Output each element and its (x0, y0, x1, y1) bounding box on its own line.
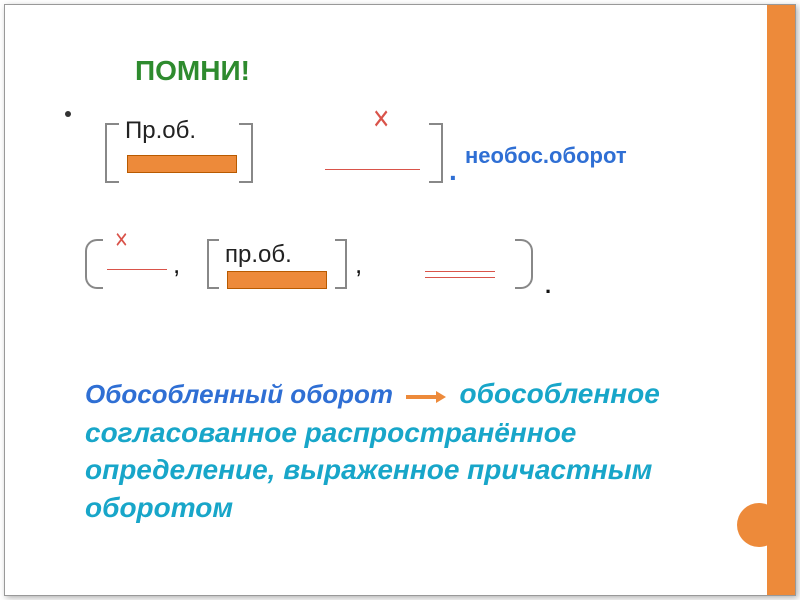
x-mark-icon: × (115, 223, 128, 257)
diagram1-label: Пр.об. (125, 117, 196, 145)
bracket-left-icon (207, 239, 219, 289)
slide-frame: ПОМНИ! Пр.об. × . необос.оборот × , пр.о… (4, 4, 796, 596)
bracket-close-icon (429, 123, 443, 183)
necrosis-label: необос.оборот (465, 143, 627, 169)
period-icon: . (545, 273, 551, 299)
orange-bar (127, 155, 237, 173)
underline (425, 271, 495, 272)
underline (107, 269, 167, 270)
para-term: Обособленный оборот (85, 379, 393, 409)
bullet-dot (65, 111, 71, 117)
round-bracket-left-icon (85, 239, 103, 289)
diagram-2: × , пр.об. , . (85, 237, 605, 317)
period-icon: . (449, 155, 457, 187)
x-mark-icon: × (373, 98, 389, 140)
round-bracket-right-icon (515, 239, 533, 289)
accent-circle (737, 503, 781, 547)
bracket-left-icon (105, 123, 119, 183)
comma-icon: , (355, 249, 362, 280)
diagram-1: Пр.об. × . (105, 117, 465, 212)
comma-icon: , (173, 249, 180, 280)
orange-bar (227, 271, 327, 289)
diagram2-label: пр.об. (225, 241, 292, 269)
bracket-right-icon (335, 239, 347, 289)
definition-paragraph: Обособленный оборот обособленное согласо… (85, 375, 735, 527)
arrow-right-icon (406, 379, 446, 414)
underline (425, 277, 495, 278)
bracket-right-icon (239, 123, 253, 183)
title: ПОМНИ! (135, 55, 250, 87)
underline (325, 169, 420, 170)
